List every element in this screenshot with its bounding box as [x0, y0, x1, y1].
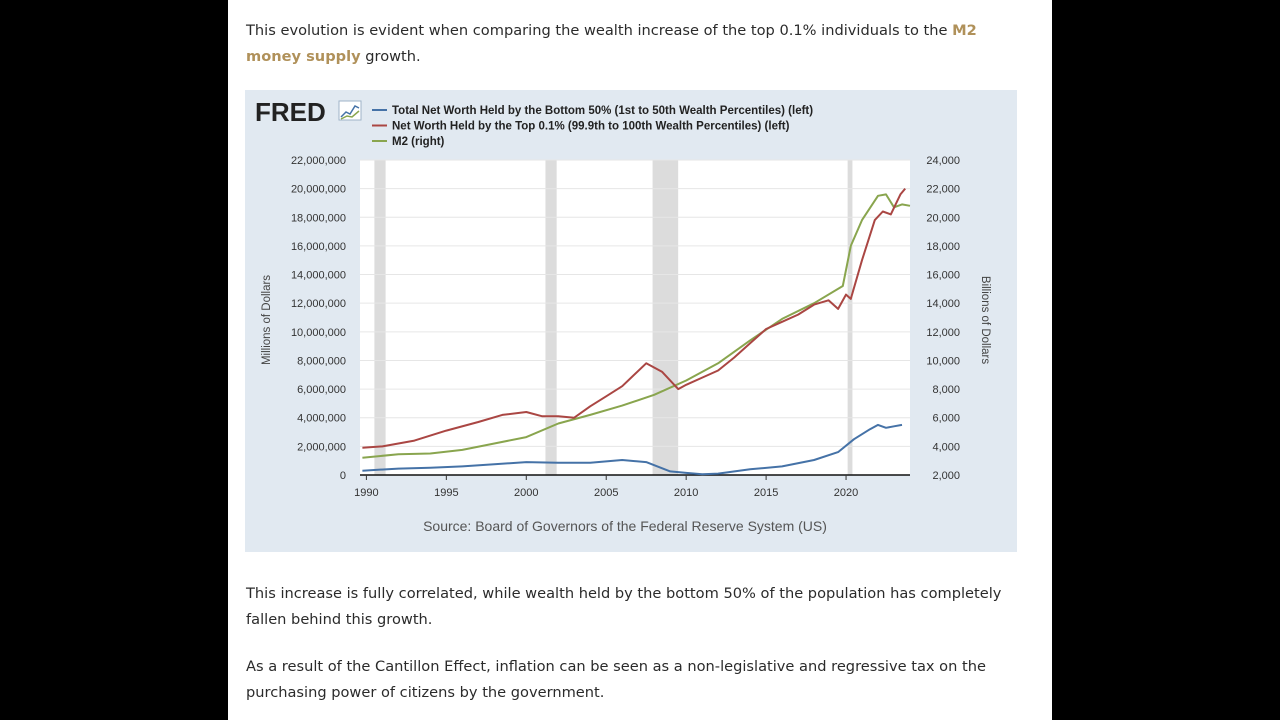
- y-left-tick-label: 22,000,000: [291, 155, 346, 167]
- fred-logo: FRED: [255, 97, 362, 127]
- y-right-tick-label: 24,000: [926, 155, 960, 167]
- chart-legend: Total Net Worth Held by the Bottom 50% (…: [372, 105, 813, 148]
- y-left-tick-label: 20,000,000: [291, 184, 346, 196]
- y-right-tick-label: 22,000: [926, 184, 960, 196]
- series-line-2: [362, 193, 911, 459]
- recession-band: [652, 160, 679, 475]
- fred-logo-text: FRED: [255, 97, 326, 127]
- x-tick-label: 1995: [434, 487, 458, 499]
- y-left-tick-label: 14,000,000: [291, 270, 346, 282]
- m2-money-supply-link[interactable]: M2 money supply: [246, 22, 977, 65]
- y-right-tick-label: 14,000: [926, 298, 960, 310]
- recession-band: [545, 160, 557, 475]
- y-left-tick-label: 12,000,000: [291, 298, 346, 310]
- chart-canvas: FRED Total Net Worth Held by the Bottom …: [255, 97, 991, 534]
- y-left-tick-label: 18,000,000: [291, 212, 346, 224]
- y-left-tick-label: 16,000,000: [291, 241, 346, 253]
- x-tick-label: 2000: [514, 487, 538, 499]
- y-axis-right-title: Billions of Dollars: [979, 276, 991, 364]
- chart-source: Source: Board of Governors of the Federa…: [423, 518, 827, 534]
- paragraph-cantillon: As a result of the Cantillon Effect, inf…: [246, 658, 986, 701]
- series-line-1: [362, 187, 906, 449]
- paragraph-intro-suffix: growth.: [360, 48, 421, 65]
- recession-bands: [360, 160, 910, 475]
- series-lines: [362, 187, 911, 476]
- legend-label: M2 (right): [392, 136, 445, 148]
- y-left-tick-label: 8,000,000: [297, 355, 346, 367]
- y-right-tick-label: 20,000: [926, 212, 960, 224]
- y-axis-left-ticks: 22,000,000 20,000,000 18,000,000 16,000,000…: [291, 155, 346, 482]
- legend-label: Net Worth Held by the Top 0.1% (99.9th t…: [392, 121, 790, 133]
- gridlines: [360, 159, 910, 447]
- paragraph-correlation: This increase is fully correlated, while…: [246, 585, 1002, 628]
- x-tick-label: 2010: [674, 487, 698, 499]
- y-right-tick-label: 6,000: [932, 413, 960, 425]
- paragraph-intro: This evolution is evident when comparing…: [246, 18, 1036, 70]
- y-right-tick-label: 2,000: [932, 470, 960, 482]
- y-right-tick-label: 12,000: [926, 327, 960, 339]
- y-axis-right-ticks: 24,000 22,000 20,000 18,000 16,000 14,000 12,0…: [926, 155, 960, 482]
- legend-label: Total Net Worth Held by the Bottom 50% (…: [392, 105, 813, 117]
- y-left-tick-label: 2,000,000: [297, 441, 346, 453]
- fred-chart-icon: [338, 100, 362, 121]
- plot-area: [360, 160, 910, 475]
- y-right-tick-label: 16,000: [926, 270, 960, 282]
- y-left-tick-label: 6,000,000: [297, 384, 346, 396]
- y-axis-left-title: Millions of Dollars: [261, 275, 273, 365]
- y-left-tick-label: 10,000,000: [291, 327, 346, 339]
- y-right-tick-label: 18,000: [926, 241, 960, 253]
- recession-band: [847, 160, 853, 475]
- x-tick-label: 2020: [834, 487, 858, 499]
- y-right-tick-label: 4,000: [932, 441, 960, 453]
- y-left-tick-label: 4,000,000: [297, 413, 346, 425]
- fred-chart: FRED Total Net Worth Held by the Bottom …: [245, 90, 1017, 552]
- series-line-0: [362, 423, 903, 476]
- paragraph-intro-prefix: This evolution is evident when comparing…: [246, 22, 953, 39]
- article: This evolution is evident when comparing…: [228, 0, 1052, 720]
- x-tick-label: 2015: [754, 487, 778, 499]
- x-tick-label: 2005: [594, 487, 618, 499]
- y-left-tick-label: 0: [340, 470, 346, 482]
- y-right-tick-label: 10,000: [926, 355, 960, 367]
- x-axis: 1990 1995 2000 2005 2010 2015 2020: [354, 474, 910, 499]
- x-tick-label: 1990: [354, 487, 378, 499]
- recession-band: [374, 160, 386, 475]
- y-right-tick-label: 8,000: [932, 384, 960, 396]
